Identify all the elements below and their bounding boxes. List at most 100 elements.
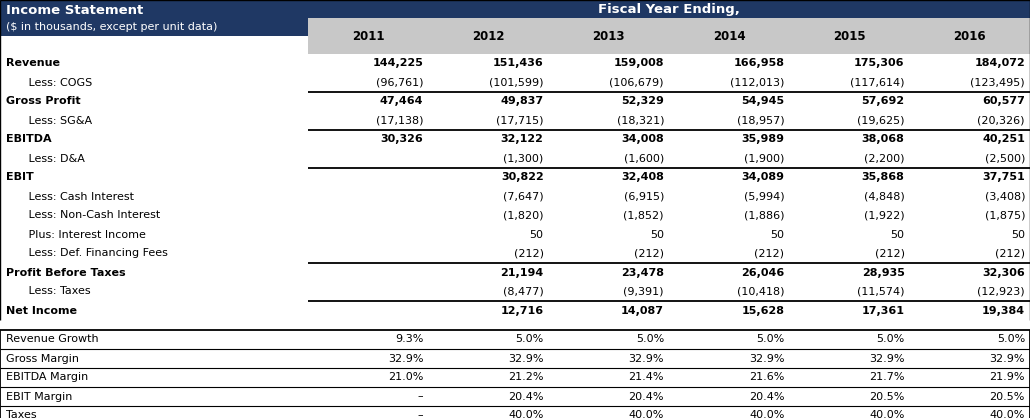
Text: 32.9%: 32.9% [869,354,904,364]
Text: 23,478: 23,478 [621,268,664,278]
Text: 2013: 2013 [592,30,625,43]
Text: 21.0%: 21.0% [388,372,423,382]
Text: 5.0%: 5.0% [636,334,664,344]
Text: (17,715): (17,715) [496,115,544,125]
Text: 30,326: 30,326 [380,135,423,145]
Text: 2016: 2016 [954,30,986,43]
Text: (212): (212) [874,248,904,258]
Text: ($ in thousands, except per unit data): ($ in thousands, except per unit data) [6,22,217,32]
Text: 40.0%: 40.0% [508,410,544,418]
Text: 184,072: 184,072 [974,59,1025,69]
Text: 50: 50 [891,229,904,240]
Text: 2011: 2011 [352,30,384,43]
Text: 32,408: 32,408 [621,173,664,183]
Text: Taxes: Taxes [6,410,37,418]
Text: (4,848): (4,848) [864,191,904,201]
Bar [0,73,1030,92]
Text: 5.0%: 5.0% [515,334,544,344]
Text: 32,122: 32,122 [501,135,544,145]
Text: (1,820): (1,820) [504,211,544,221]
Bar [0,282,1030,301]
Text: 21,194: 21,194 [501,268,544,278]
Text: 20.5%: 20.5% [869,392,904,402]
Text: (212): (212) [514,248,544,258]
Text: 49,837: 49,837 [501,97,544,107]
Text: EBITDA: EBITDA [6,135,52,145]
Text: Less: COGS: Less: COGS [18,77,93,87]
Bar [0,111,1030,130]
Text: 2012: 2012 [472,30,505,43]
Bar [0,301,1030,320]
Text: 26,046: 26,046 [741,268,784,278]
Text: 28,935: 28,935 [862,268,904,278]
Text: (1,886): (1,886) [744,211,784,221]
Text: 21.9%: 21.9% [990,372,1025,382]
Text: (8,477): (8,477) [503,286,544,296]
Text: (212): (212) [754,248,784,258]
Text: 175,306: 175,306 [854,59,904,69]
Text: 32.9%: 32.9% [749,354,784,364]
Bar [0,187,1030,206]
Text: 57,692: 57,692 [861,97,904,107]
Text: Less: Taxes: Less: Taxes [18,286,91,296]
Text: –: – [418,392,423,402]
Bar [308,18,1030,54]
Text: Income Statement: Income Statement [6,4,143,17]
Text: 50: 50 [770,229,784,240]
Text: (2,200): (2,200) [864,153,904,163]
Text: Gross Margin: Gross Margin [6,354,79,364]
Text: Plus: Interest Income: Plus: Interest Income [18,229,146,240]
Text: EBIT Margin: EBIT Margin [6,392,72,402]
Text: 52,329: 52,329 [621,97,664,107]
Text: 35,989: 35,989 [742,135,784,145]
Text: 50: 50 [650,229,664,240]
Text: (96,761): (96,761) [376,77,423,87]
Bar [308,0,1030,18]
Text: 35,868: 35,868 [862,173,904,183]
Text: (20,326): (20,326) [977,115,1025,125]
Text: (5,994): (5,994) [744,191,784,201]
Text: 32.9%: 32.9% [508,354,544,364]
Text: (1,600): (1,600) [624,153,664,163]
Text: (9,391): (9,391) [623,286,664,296]
Bar [0,349,1030,368]
Text: 34,089: 34,089 [742,173,784,183]
Text: Gross Profit: Gross Profit [6,97,80,107]
Text: Profit Before Taxes: Profit Before Taxes [6,268,126,278]
Text: 32.9%: 32.9% [990,354,1025,364]
Text: 2015: 2015 [833,30,866,43]
Text: (212): (212) [634,248,664,258]
Bar [0,54,1030,73]
Text: 159,008: 159,008 [614,59,664,69]
Text: 40.0%: 40.0% [628,410,664,418]
Text: 20.4%: 20.4% [508,392,544,402]
Text: (12,923): (12,923) [977,286,1025,296]
Text: (18,957): (18,957) [736,115,784,125]
Text: Revenue Growth: Revenue Growth [6,334,99,344]
Text: –: – [418,410,423,418]
Bar [0,244,1030,263]
Text: 20.5%: 20.5% [990,392,1025,402]
Text: 2014: 2014 [713,30,746,43]
Text: 21.2%: 21.2% [508,372,544,382]
Text: 32.9%: 32.9% [628,354,664,364]
Text: 21.6%: 21.6% [749,372,784,382]
Bar [0,387,1030,406]
Text: 5.0%: 5.0% [756,334,784,344]
Text: 20.4%: 20.4% [749,392,784,402]
Text: 38,068: 38,068 [862,135,904,145]
Text: 9.3%: 9.3% [394,334,423,344]
Text: 54,945: 54,945 [742,97,784,107]
Text: (101,599): (101,599) [489,77,544,87]
Text: (117,614): (117,614) [850,77,904,87]
Text: (10,418): (10,418) [736,286,784,296]
Text: 50: 50 [1011,229,1025,240]
Text: (106,679): (106,679) [610,77,664,87]
Bar [0,0,308,36]
Text: 151,436: 151,436 [493,59,544,69]
Text: 166,958: 166,958 [733,59,784,69]
Text: (6,915): (6,915) [623,191,664,201]
Text: 21.4%: 21.4% [628,372,664,382]
Text: 40.0%: 40.0% [990,410,1025,418]
Text: (11,574): (11,574) [857,286,904,296]
